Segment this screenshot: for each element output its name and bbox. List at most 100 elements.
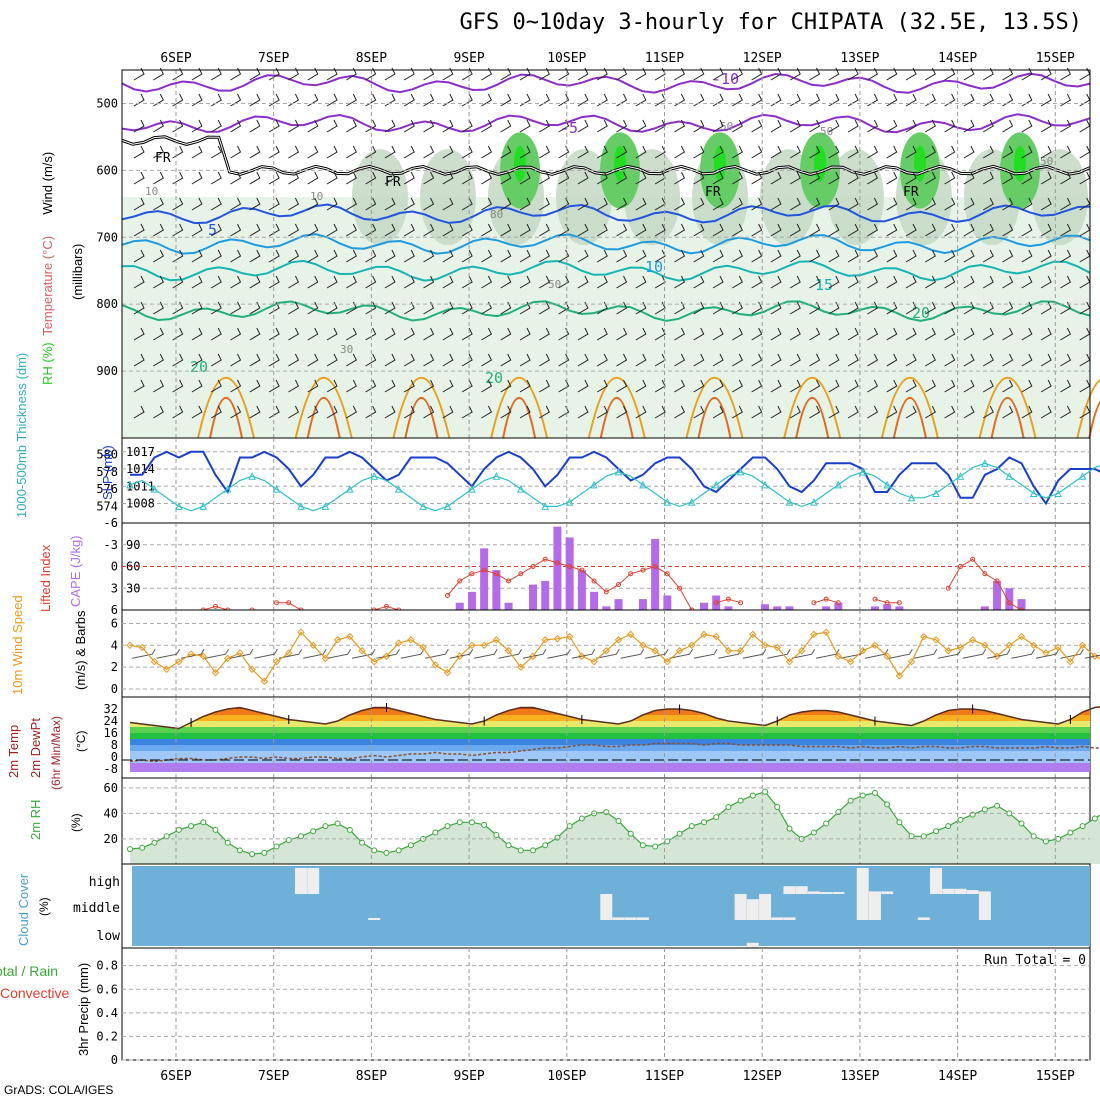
cape-bar — [638, 599, 647, 610]
wind-barb — [944, 171, 956, 185]
wind-barb — [442, 301, 454, 315]
wind-marker — [920, 632, 928, 641]
rh-contour-label: 10 — [310, 190, 323, 203]
thickness-marker — [981, 459, 989, 467]
surface-wind-barb — [742, 648, 767, 659]
wind-barb — [828, 379, 840, 393]
wind-ylabel: 10m Wind Speed — [10, 595, 25, 695]
wind-barb — [249, 275, 261, 289]
thickness-marker — [492, 472, 501, 480]
wind-barb — [1002, 119, 1014, 133]
rh-marker — [530, 847, 537, 854]
wind-barb — [789, 301, 801, 315]
isotherm-hot — [1088, 400, 1100, 439]
thickness-marker — [394, 485, 403, 493]
wind-barb — [346, 145, 357, 159]
cloud-level-label: high — [89, 875, 120, 890]
wind-marker — [565, 632, 574, 641]
date-label-bottom: 8SEP — [356, 1069, 387, 1084]
wind-barb — [519, 379, 531, 393]
temp-tick: 16 — [104, 726, 118, 740]
wind-barb — [693, 93, 705, 107]
wind-barb — [191, 145, 203, 159]
wind-barb — [326, 119, 338, 133]
rh-marker — [688, 823, 695, 830]
wind-barb — [635, 145, 647, 159]
wind-barb — [384, 301, 396, 315]
rh-marker — [236, 847, 243, 854]
temp-tick: 0 — [111, 750, 118, 764]
wind-barb — [886, 353, 898, 367]
ylabel-wind: 10m Wind Speed — [10, 595, 25, 695]
wind-marker — [1091, 652, 1099, 660]
wind-barb — [1002, 197, 1014, 211]
dewpt-ylabel: 2m DewPt — [28, 718, 43, 778]
wind-barb — [847, 301, 859, 315]
wind-barb — [133, 93, 145, 107]
wind-barb — [1060, 223, 1072, 237]
wind-barb — [925, 275, 936, 289]
wind-barb — [442, 145, 454, 159]
rh-marker — [676, 830, 683, 837]
rh-marker — [139, 844, 146, 851]
wind-barb — [789, 145, 801, 159]
isotherm-label: 15 — [815, 276, 833, 294]
rh-marker — [774, 803, 781, 810]
rh-marker — [481, 821, 488, 828]
wind-barb — [249, 327, 261, 341]
wind-barb — [616, 405, 628, 419]
wind-barb — [365, 93, 377, 107]
thickness-marker — [370, 472, 379, 480]
thickness-tick: 574 — [96, 499, 118, 513]
date-label-top: 7SEP — [258, 51, 289, 66]
wind-barb — [326, 353, 338, 367]
cloud-bar — [978, 894, 991, 920]
thickness-marker — [346, 485, 354, 493]
wind-tick: 0 — [111, 682, 118, 696]
wind-barb — [384, 353, 396, 367]
surface-wind-barb — [547, 648, 571, 659]
wind-barb — [172, 275, 184, 289]
li-marker — [994, 578, 1000, 584]
cloud-bar — [856, 894, 869, 920]
rh-marker — [981, 806, 988, 813]
isotherm-hot — [990, 397, 1025, 439]
wind-barb — [770, 249, 782, 263]
wind-barb — [326, 275, 338, 289]
cape-bar — [883, 604, 892, 610]
pressure-tick-label: 500 — [96, 96, 118, 110]
wind-barb — [751, 93, 763, 107]
surface-wind-barb — [229, 648, 254, 659]
wind-barb — [751, 197, 763, 211]
wind-barb — [867, 275, 879, 289]
wind-barb — [1040, 171, 1052, 185]
wind-barb — [519, 223, 531, 237]
surface-wind-barb — [620, 648, 645, 659]
wind-marker — [431, 661, 440, 669]
rh-marker — [908, 833, 915, 840]
thickness-marker — [858, 467, 867, 476]
wind-barb — [288, 249, 300, 263]
wind-barb — [210, 379, 222, 393]
wind-barb — [596, 249, 608, 263]
thickness-marker — [443, 502, 452, 510]
wind-barb — [249, 145, 261, 159]
wind-barb — [461, 145, 473, 159]
wind-barb — [191, 379, 203, 393]
wind-barb — [153, 353, 164, 367]
wind-barb — [693, 353, 705, 367]
cloud-bar — [820, 892, 833, 894]
wind-barb — [770, 405, 782, 419]
thickness-marker — [150, 485, 159, 493]
wind-barb — [982, 275, 994, 289]
rh-shade-bright — [1014, 145, 1026, 182]
pressure-tick-label: 900 — [96, 364, 118, 378]
wind-barb — [519, 145, 531, 159]
wind-marker — [1054, 643, 1062, 652]
rh-marker — [957, 816, 964, 823]
wind-barb — [925, 223, 936, 237]
rh-marker — [334, 820, 341, 827]
li-marker — [383, 603, 389, 609]
wind-barb — [268, 171, 280, 185]
rh-shade-light — [122, 197, 1090, 438]
